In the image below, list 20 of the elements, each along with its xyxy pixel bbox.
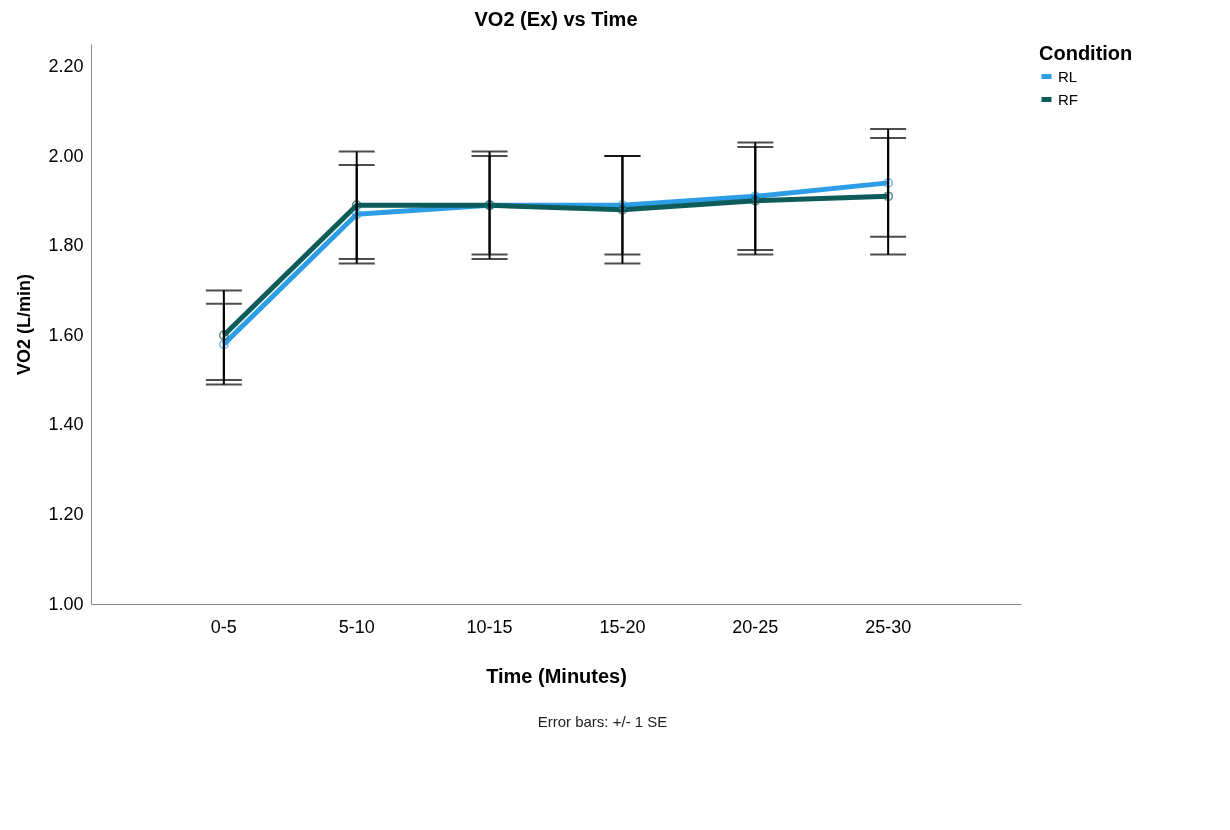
x-tick-label: 10-15 xyxy=(466,616,513,637)
y-tick-label: 2.00 xyxy=(48,145,84,166)
x-tick-label: 5-10 xyxy=(338,616,375,637)
x-tick-label: 25-30 xyxy=(865,616,912,637)
y-tick-label: 1.20 xyxy=(48,503,84,524)
y-tick-label: 1.00 xyxy=(48,593,84,614)
y-tick-label: 1.40 xyxy=(48,414,84,435)
text: Error bars: +/- 1 SE xyxy=(537,713,668,730)
y-tick-label: 1.80 xyxy=(48,235,84,256)
y-axis-title: VO2 (L/min) xyxy=(14,273,35,376)
legend-label: RF xyxy=(1058,90,1078,108)
legend-title: Condition xyxy=(1039,42,1133,64)
legend-label: RL xyxy=(1058,67,1078,85)
x-tick-label: 20-25 xyxy=(732,616,779,637)
x-tick-label: 15-20 xyxy=(599,616,646,637)
x-tick-label: 0-5 xyxy=(210,616,237,637)
chart-title: VO2 (Ex) vs Time xyxy=(474,8,638,30)
y-tick-label: 1.60 xyxy=(48,324,84,345)
y-tick-label: 2.20 xyxy=(48,55,84,76)
x-axis-title: Time (Minutes) xyxy=(486,664,627,687)
